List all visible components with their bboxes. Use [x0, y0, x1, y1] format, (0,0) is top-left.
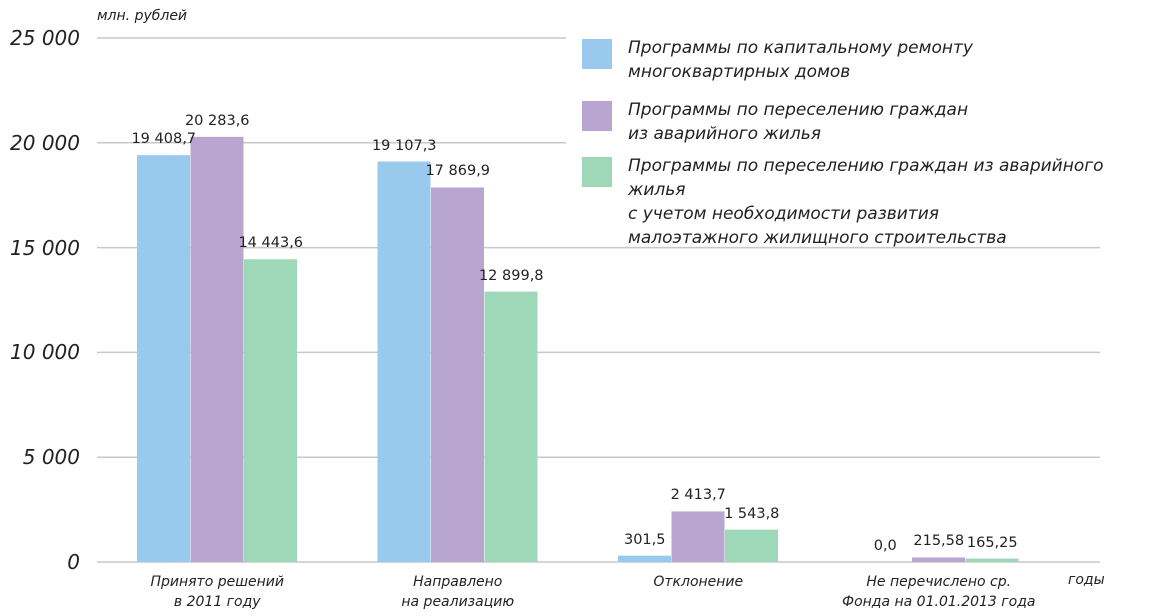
- value-label: 215,58: [913, 533, 965, 550]
- y-tick-label: 5 000: [22, 445, 80, 470]
- legend-label: Программы по капитальному ремонту многок…: [628, 38, 973, 82]
- bar: [377, 161, 431, 562]
- value-label: 0,0: [873, 538, 897, 554]
- y-tick-label: 0: [67, 550, 80, 574]
- value-label: 19 408,7: [131, 131, 197, 148]
- value-label: 165,25: [966, 534, 1018, 551]
- bar: [137, 155, 190, 562]
- bar: [484, 291, 538, 562]
- x-tick-label: Не перечислено ср. Фонда на 01.01.2013 г…: [842, 574, 1036, 610]
- x-axis-label: годы: [1068, 572, 1105, 588]
- y-tick-label: 20 000: [10, 130, 80, 155]
- x-tick-label: Отклонение: [653, 574, 744, 590]
- bar: [618, 555, 671, 562]
- value-label: 20 283,6: [184, 112, 250, 129]
- bar: [671, 511, 725, 562]
- legend-label: Программы по переселению граждан из авар…: [628, 156, 1104, 248]
- bar: [431, 187, 484, 562]
- value-label: 19 107,3: [371, 137, 437, 154]
- value-label: 14 443,6: [238, 235, 304, 252]
- bar: [190, 136, 244, 562]
- value-label: 2 413,7: [670, 487, 726, 504]
- value-label: 301,5: [623, 531, 666, 548]
- value-label: 12 899,8: [478, 267, 544, 284]
- legend-swatch: [582, 39, 612, 69]
- value-label: 1 543,8: [724, 505, 780, 522]
- y-tick-label: 25 000: [10, 26, 80, 50]
- bar: [725, 529, 778, 562]
- value-label: 17 869,9: [425, 163, 491, 180]
- legend-label: Программы по переселению граждан из авар…: [628, 100, 969, 144]
- bar: [965, 558, 1019, 562]
- bar: [912, 557, 965, 562]
- legend-swatch: [582, 157, 612, 187]
- legend-swatch: [582, 101, 612, 131]
- x-tick-label: Принято решений в 2011 году: [150, 574, 285, 610]
- x-tick-label: Направлено на реализацию: [401, 574, 515, 610]
- y-axis-label: млн. рублей: [97, 8, 188, 24]
- y-tick-label: 15 000: [10, 235, 80, 260]
- y-tick-label: 10 000: [10, 340, 80, 365]
- bar: [244, 259, 297, 562]
- legend: [566, 28, 1161, 243]
